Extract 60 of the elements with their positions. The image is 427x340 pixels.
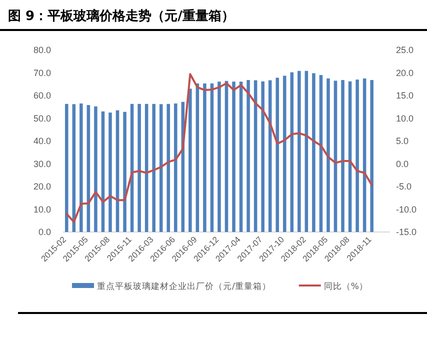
bar [276,78,279,232]
bar [341,80,344,232]
bar [203,83,206,232]
bar [210,83,214,232]
bar [94,106,98,232]
bar [80,103,83,232]
bar [298,70,301,232]
bar [166,104,170,232]
bar [239,82,243,232]
bar [304,70,308,232]
y2-tick-label: -15.0 [396,227,417,237]
y-tick-label: 70.0 [33,68,51,78]
y2-tick-label: 25.0 [396,45,414,55]
y2-tick-label: 15.0 [396,90,414,100]
bar [144,104,148,232]
y2-tick-label: 0.0 [396,158,409,169]
y-tick-label: 40.0 [33,136,51,146]
y2-tick-label: -10.0 [396,204,417,214]
y-tick-label: 0.0 [38,227,51,237]
bar [254,80,258,232]
bar [312,73,316,232]
bar [123,112,126,232]
chart-title: 图 9：平板玻璃价格走势（元/重量箱） [8,8,234,24]
bar [108,112,112,232]
bar [159,104,163,232]
bar [174,103,178,232]
y2-tick-label: 5.0 [396,136,409,146]
bar [86,105,90,232]
bar [138,104,141,232]
bar [196,83,200,232]
y-tick-label: 30.0 [33,158,51,169]
bar [224,80,228,232]
bar [356,80,359,232]
bar [218,82,221,232]
bar [188,88,192,232]
y2-tick-label: 10.0 [396,113,414,124]
y-tick-label: 20.0 [33,182,51,192]
bar [65,104,68,232]
bar [101,111,105,232]
y-tick-label: 50.0 [33,113,51,124]
bar [152,104,156,232]
bar [348,81,352,232]
bar [370,80,374,232]
y-tick-label: 10.0 [33,204,51,214]
legend-label: 同比（%） [324,281,368,292]
bar [362,78,366,232]
bar [246,80,250,232]
y-tick-label: 80.0 [33,45,51,55]
y2-tick-label: 20.0 [396,68,414,78]
bar [261,81,264,232]
bar [290,72,294,232]
y-tick-label: 60.0 [33,90,51,100]
bar [326,78,330,232]
y2-tick-label: -5.0 [396,182,412,192]
bar [319,75,323,232]
bar [334,80,338,232]
legend-label: 重点平板玻璃建材企业出厂价（元/重量箱） [97,281,271,292]
bar [116,110,120,232]
bar [283,76,286,232]
bar [232,82,236,232]
